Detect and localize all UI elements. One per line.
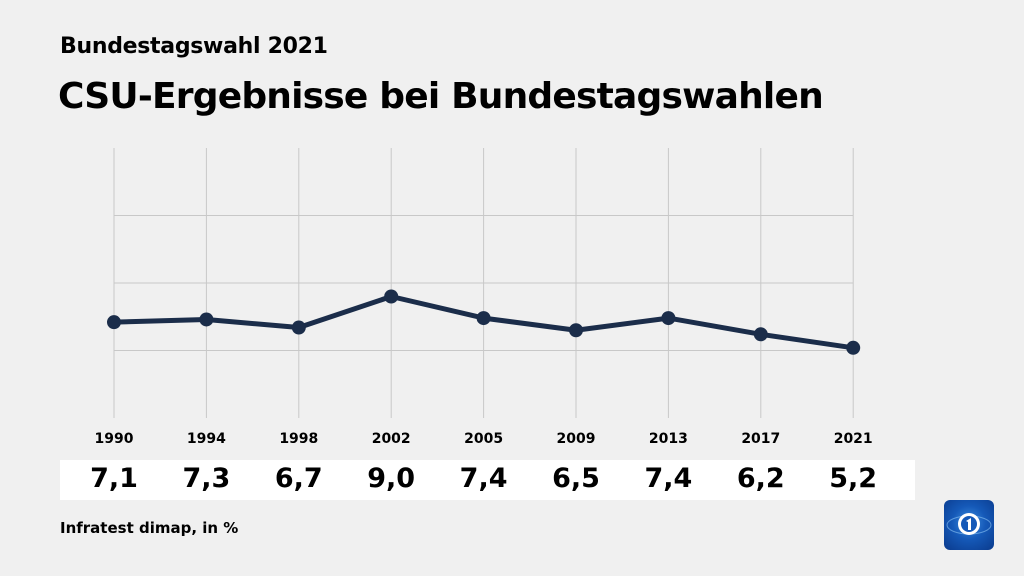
data-value-label: 5,2 [829,463,878,494]
data-point [661,311,676,326]
chart-kicker: Bundestagswahl 2021 [60,34,328,59]
chart-title: CSU-Ergebnisse bei Bundestagswahlen [58,76,824,117]
data-value-label: 7,3 [182,463,231,494]
x-tick-label: 2002 [372,431,411,447]
tagesschau-logo [944,500,994,550]
x-tick-label: 2021 [834,431,873,447]
x-tick-label: 2013 [649,431,688,447]
x-tick-label: 1994 [187,431,226,447]
x-tick-label: 1990 [95,431,134,447]
x-tick-label: 2017 [741,431,780,447]
data-value-label: 7,4 [459,463,508,494]
data-value-label: 7,1 [90,463,138,494]
data-value-label: 6,2 [736,463,785,494]
data-value-label: 6,5 [552,463,600,494]
x-tick-label: 2009 [557,431,596,447]
data-point [569,323,583,338]
data-point [846,340,861,355]
x-tick-label: 2005 [464,431,503,447]
data-point [107,315,121,330]
data-point [199,312,214,327]
data-value-label: 9,0 [367,463,416,494]
data-point [753,327,768,342]
data-point [291,320,306,335]
source-note: Infratest dimap, in % [60,519,239,537]
data-point [384,289,399,304]
data-value-label: 7,4 [644,463,693,494]
value-band [60,460,915,500]
data-value-label: 6,7 [274,463,323,494]
x-tick-label: 1998 [279,431,318,447]
data-point [476,311,491,326]
